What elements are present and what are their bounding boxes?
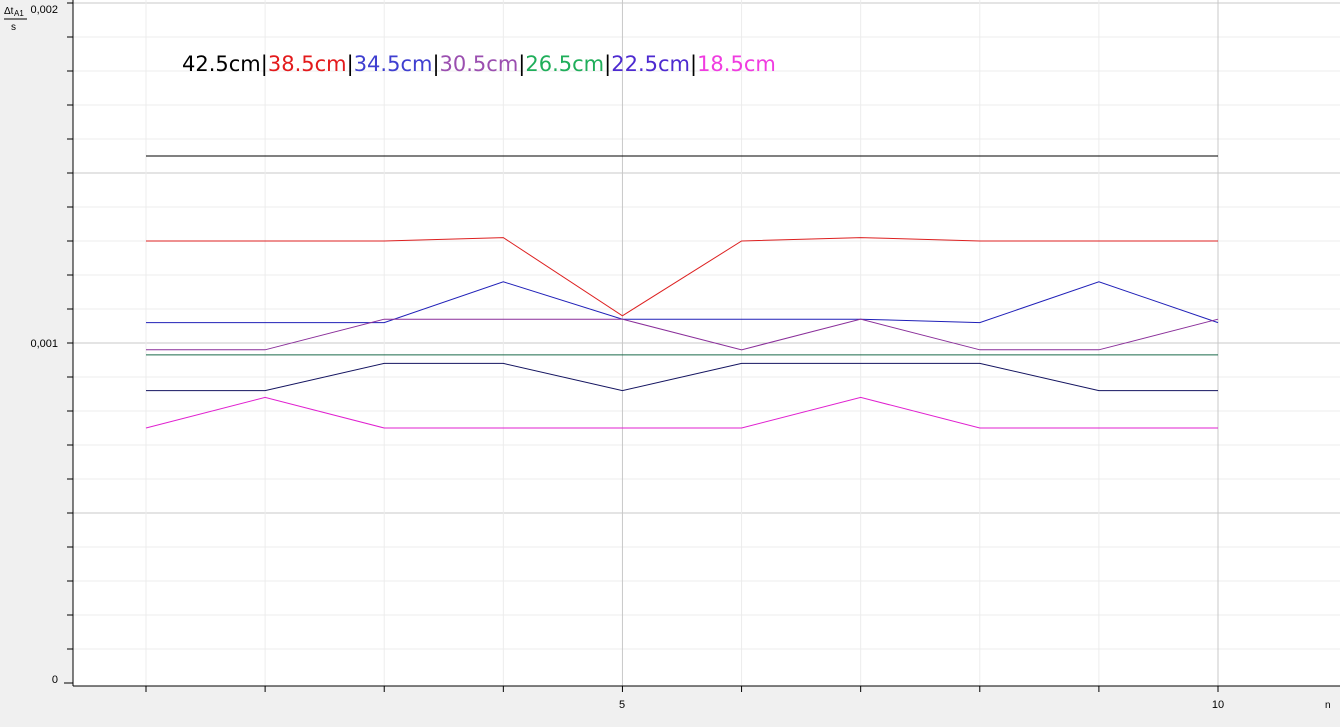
legend-item-34-5cm: 34.5cm <box>353 52 433 76</box>
axis-ticks <box>64 2 1219 692</box>
legend-item-22-5cm: 22.5cm <box>611 52 690 76</box>
chart-legend: 42.5cm|38.5cm|34.5cm|30.5cm|26.5cm|22.5c… <box>182 49 776 79</box>
x-axis-label: n <box>1325 700 1331 711</box>
grid-lines <box>73 0 1340 686</box>
legend-separator: | <box>518 52 526 76</box>
y-axis-gutter <box>0 0 73 727</box>
legend-separator: | <box>689 52 698 76</box>
legend-item-26-5cm: 26.5cm <box>525 52 605 76</box>
y-tick-label-0001: 0,001 <box>30 338 58 350</box>
y-axis-label-numerator: Δt <box>4 6 14 17</box>
legend-separator: | <box>260 52 268 76</box>
x-tick-label-5: 5 <box>619 699 625 711</box>
y-axis-label-subscript: A1 <box>14 9 24 18</box>
y-tick-label-0: 0 <box>52 674 58 686</box>
series-line-38-5cm <box>146 237 1218 317</box>
series-lines <box>145 155 1219 429</box>
legend-item-38-5cm: 38.5cm <box>267 52 347 76</box>
legend-separator: | <box>432 52 440 76</box>
y-axis-label-unit: s <box>11 22 16 33</box>
series-line-30-5cm <box>146 318 1219 351</box>
series-line-34-5cm <box>146 281 1219 324</box>
legend-separator: | <box>346 52 354 76</box>
series-line-22-5cm <box>146 362 1218 392</box>
y-axis-label: Δt A1 s <box>4 6 27 33</box>
legend-item-42-5cm: 42.5cm <box>182 52 261 76</box>
series-line-18-5cm <box>145 396 1218 429</box>
legend-separator: | <box>604 52 612 76</box>
legend-item-30-5cm: 30.5cm <box>439 52 519 76</box>
y-tick-label-0002: 0,002 <box>30 4 58 16</box>
legend-item-18-5cm: 18.5cm <box>697 52 776 76</box>
x-tick-label-10: 10 <box>1212 699 1224 711</box>
